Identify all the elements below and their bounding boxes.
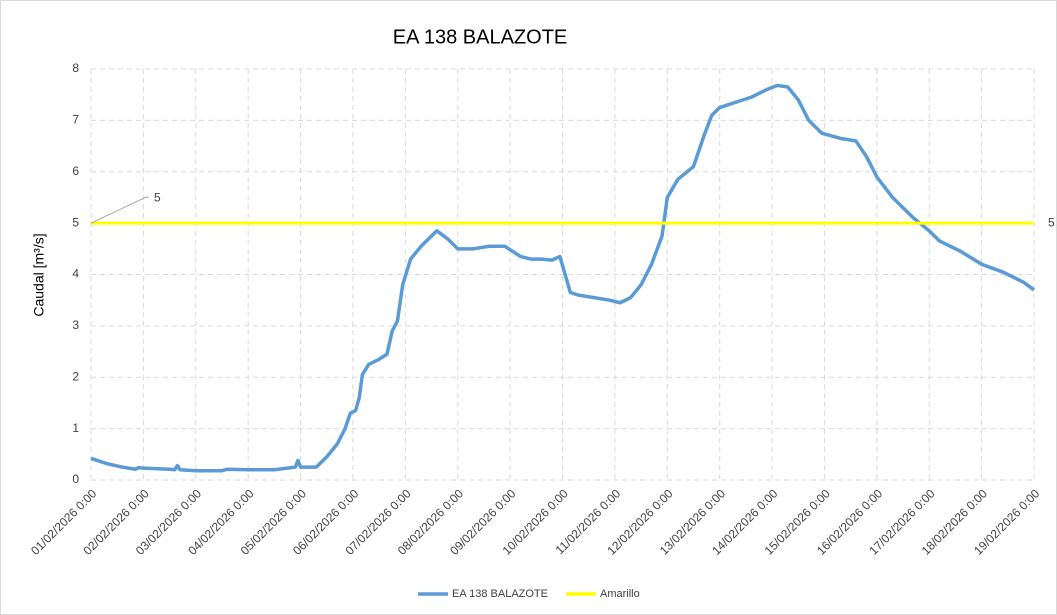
y-tick-label: 2 (72, 369, 79, 383)
data-label: 5 (1048, 215, 1055, 229)
y-tick-label: 3 (72, 318, 79, 332)
y-tick-label: 1 (72, 421, 79, 435)
y-tick-label: 8 (72, 61, 79, 75)
y-tick-label: 4 (72, 267, 79, 281)
y-axis-label: Caudal [m³/s] (31, 233, 47, 316)
y-tick-label: 6 (72, 164, 79, 178)
data-line (90, 83, 1036, 473)
data-label: 5 (154, 190, 161, 204)
y-tick-label: 7 (72, 113, 79, 127)
label-leader (90, 196, 149, 224)
legend-label: Amarillo (600, 588, 640, 600)
y-tick-label: 0 (72, 472, 79, 486)
legend-label: EA 138 BALAZOTE (452, 588, 548, 600)
chart-title: EA 138 BALAZOTE (393, 26, 568, 48)
y-tick-label: 5 (72, 215, 79, 229)
